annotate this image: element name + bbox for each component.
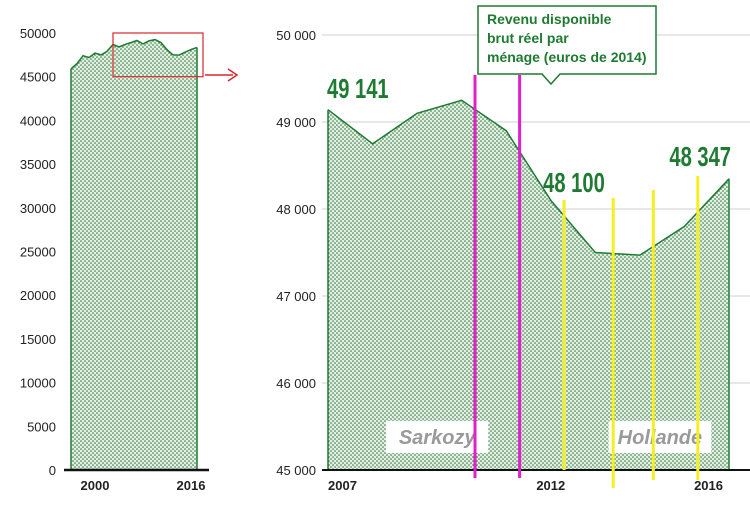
y-tick-label: 46 000 <box>276 376 316 391</box>
y-tick-label: 50 000 <box>276 28 316 43</box>
chart-title-line: ménage (euros de 2014) <box>487 49 647 65</box>
zoom-arrow-head <box>227 68 239 82</box>
y-tick-label: 10000 <box>20 376 56 391</box>
y-tick-label: 49 000 <box>276 115 316 130</box>
x-tick-label: 2016 <box>694 478 723 493</box>
y-tick-label: 50000 <box>20 26 56 41</box>
y-tick-label: 20000 <box>20 288 56 303</box>
x-tick-label: 2012 <box>536 478 565 493</box>
overview-area <box>71 39 197 470</box>
y-tick-label: 5000 <box>27 419 56 434</box>
y-tick-label: 45000 <box>20 70 56 85</box>
y-tick-label: 48 000 <box>276 202 316 217</box>
era-box <box>608 421 712 453</box>
title-callout: Revenu disponible brut réel par ménage (eu… <box>477 5 657 86</box>
y-tick-label: 25000 <box>20 245 56 260</box>
y-tick-label: 40000 <box>20 113 56 128</box>
overview-chart: 0 5000 10000 15000 20000 25000 30000 35000 40000… <box>20 26 209 493</box>
y-tick-label: 15000 <box>20 332 56 347</box>
x-tick-label: 2007 <box>328 478 357 493</box>
x-tick-label: 2000 <box>81 478 110 493</box>
chart-title-line: brut réel par <box>487 30 569 46</box>
title-box <box>477 5 657 86</box>
zoom-chart: 45 000 46 000 47 000 48 000 49 000 50 000 Sark… <box>276 28 750 493</box>
y-tick-label: 30000 <box>20 201 56 216</box>
era-label: Sarkozy <box>399 427 477 449</box>
data-label: 48 100 <box>543 168 605 199</box>
zoom-line <box>327 99 730 256</box>
chart-title-line: Revenu disponible <box>487 11 612 27</box>
y-tick-label: 47 000 <box>276 289 316 304</box>
overview-line <box>70 38 198 70</box>
era-box <box>385 421 489 453</box>
era-label: Hollande <box>618 427 702 449</box>
data-label: 49 141 <box>327 74 389 105</box>
data-label: 48 347 <box>669 142 731 173</box>
chart-title: Revenu disponible brut réel par ménage (eu… <box>487 11 647 65</box>
y-tick-label: 45 000 <box>276 463 316 478</box>
y-tick-label: 0 <box>49 463 56 478</box>
x-tick-label: 2016 <box>177 478 206 493</box>
y-tick-label: 35000 <box>20 157 56 172</box>
zoom-box <box>112 32 204 78</box>
zoom-area <box>328 100 729 471</box>
